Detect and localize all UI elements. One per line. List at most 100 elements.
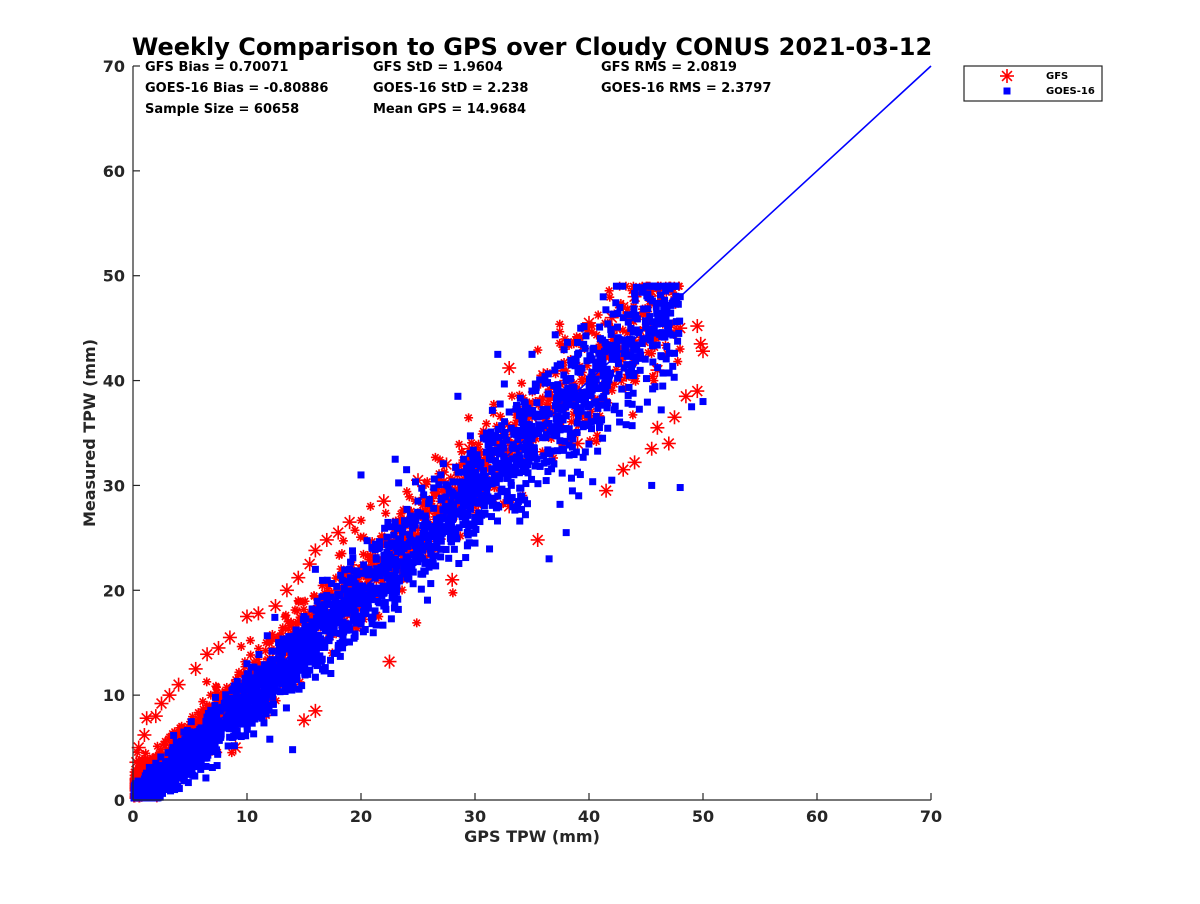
y-tick-label: 30	[103, 476, 125, 495]
goes-16-point	[349, 547, 356, 554]
goes-16-point	[418, 586, 425, 593]
goes-16-point	[192, 755, 199, 762]
goes-16-point	[400, 565, 407, 572]
goes-16-point	[403, 506, 410, 513]
goes-16-point	[590, 345, 597, 352]
goes-16-point	[599, 435, 606, 442]
goes-16-point	[226, 734, 233, 741]
goes-16-point	[418, 485, 425, 492]
goes-16-point	[462, 502, 469, 509]
goes-16-point	[437, 553, 444, 560]
gfs-point	[679, 389, 693, 403]
goes-16-point	[222, 705, 229, 712]
goes-16-point	[637, 367, 644, 374]
goes-16-point	[497, 400, 504, 407]
goes-16-point	[625, 400, 632, 407]
goes-16-point	[387, 586, 394, 593]
goes-16-point	[169, 744, 176, 751]
gfs-point	[381, 509, 390, 518]
goes-16-point	[557, 426, 564, 433]
gfs-point	[320, 533, 334, 547]
goes-16-point	[454, 492, 461, 499]
goes-16-point	[673, 318, 680, 325]
goes-16-point	[514, 436, 521, 443]
goes-16-point	[509, 455, 516, 462]
stat-goes-bias: GOES-16 Bias = -0.80886	[145, 81, 328, 96]
goes-16-point	[472, 540, 479, 547]
goes-16-point	[441, 523, 448, 530]
goes-16-point	[511, 507, 518, 514]
goes-16-point	[413, 550, 420, 557]
gfs-point	[445, 573, 459, 587]
goes-16-point	[438, 496, 445, 503]
goes-16-point	[368, 614, 375, 621]
goes-16-point	[543, 477, 550, 484]
goes-16-point	[360, 628, 367, 635]
goes-16-point	[350, 577, 357, 584]
gfs-point	[628, 455, 642, 469]
goes-16-point	[663, 343, 670, 350]
goes-16-point	[405, 576, 412, 583]
goes-16-point	[335, 644, 342, 651]
goes-16-point	[563, 529, 570, 536]
goes-16-point	[654, 284, 661, 291]
goes-16-point	[665, 326, 672, 333]
goes-16-point	[341, 585, 348, 592]
goes-16-point	[412, 520, 419, 527]
goes-16-point	[319, 656, 326, 663]
goes-16-point	[246, 714, 253, 721]
gfs-point	[405, 492, 414, 501]
goes-16-point	[383, 534, 390, 541]
goes-16-point	[455, 560, 462, 567]
gfs-point	[223, 630, 237, 644]
goes-16-point	[602, 306, 609, 313]
goes-16-point	[326, 637, 333, 644]
goes-16-point	[665, 283, 672, 290]
goes-16-point	[569, 435, 576, 442]
goes-16-point	[586, 352, 593, 359]
goes-16-point	[464, 542, 471, 549]
gfs-point	[337, 549, 346, 558]
goes-16-point	[674, 338, 681, 345]
goes-16-point	[503, 475, 510, 482]
goes-16-point	[401, 521, 408, 528]
goes-16-point	[379, 622, 386, 629]
gfs-point	[502, 361, 516, 375]
goes-16-point	[462, 554, 469, 561]
goes-16-point	[661, 297, 668, 304]
y-tick-label: 50	[103, 267, 125, 286]
goes-16-point	[440, 460, 447, 467]
goes-16-point	[231, 742, 238, 749]
goes-16-point	[330, 602, 337, 609]
goes-16-point	[643, 335, 650, 342]
legend-marker-goes-16	[1004, 88, 1011, 95]
goes-16-point	[483, 436, 490, 443]
gfs-point	[517, 379, 526, 388]
goes-16-point	[581, 421, 588, 428]
goes-16-point	[644, 399, 651, 406]
goes-16-point	[370, 629, 377, 636]
y-tick-label: 20	[103, 581, 125, 600]
goes-16-point	[596, 424, 603, 431]
goes-16-point	[395, 479, 402, 486]
goes-16-point	[636, 406, 643, 413]
legend-label-gfs: GFS	[1046, 71, 1068, 82]
goes-16-point	[503, 437, 510, 444]
goes-16-point	[493, 502, 500, 509]
goes-16-point	[410, 559, 417, 566]
x-tick-label: 10	[236, 807, 258, 826]
goes-16-point	[569, 487, 576, 494]
x-tick-label: 20	[350, 807, 372, 826]
goes-16-point	[268, 648, 275, 655]
goes-16-point	[545, 390, 552, 397]
goes-16-point	[574, 469, 581, 476]
goes-16-point	[580, 390, 587, 397]
goes-16-point	[618, 386, 625, 393]
goes-16-point	[516, 518, 523, 525]
goes-16-point	[543, 458, 550, 465]
goes-16-point	[625, 392, 632, 399]
goes-16-point	[422, 512, 429, 519]
goes-16-point	[561, 346, 568, 353]
goes-16-point	[623, 361, 630, 368]
